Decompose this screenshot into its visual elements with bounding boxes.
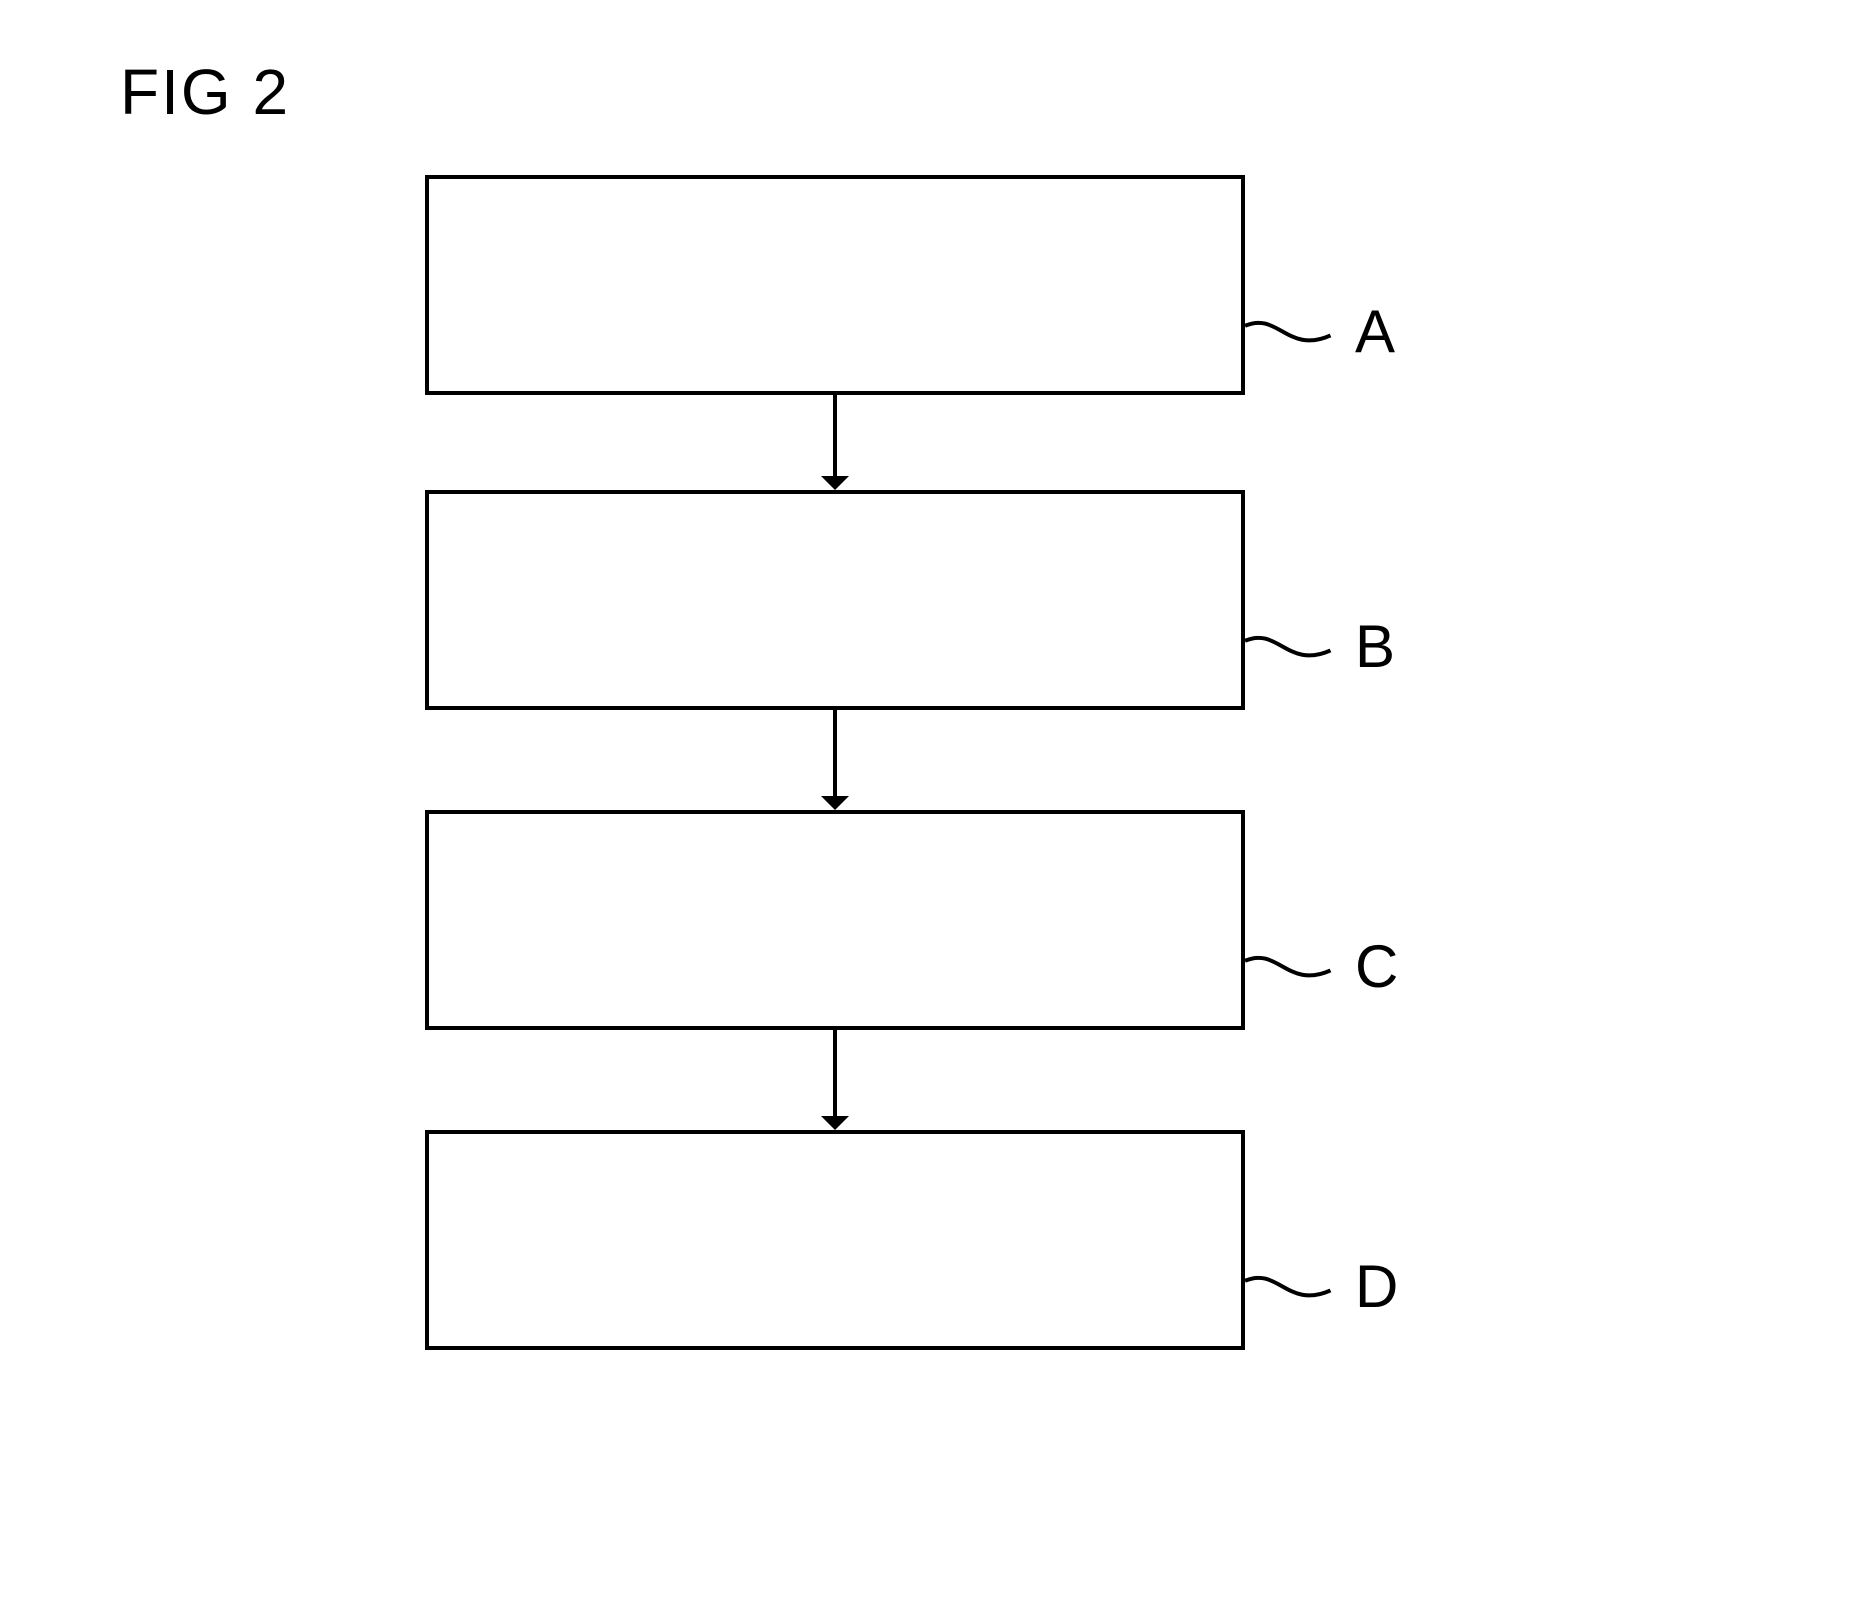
arrow-c-d — [833, 1030, 837, 1116]
arrow-head-a-b — [821, 476, 849, 490]
connector-c — [1245, 944, 1340, 992]
flowchart-box-a — [425, 175, 1245, 395]
connector-b — [1245, 624, 1340, 672]
arrow-head-b-c — [821, 796, 849, 810]
figure-title: FIG 2 — [120, 55, 290, 129]
arrow-head-c-d — [821, 1116, 849, 1130]
flowchart-label-a: A — [1355, 297, 1395, 366]
flowchart-label-d: D — [1355, 1252, 1398, 1321]
flowchart-box-d — [425, 1130, 1245, 1350]
arrow-a-b — [833, 395, 837, 476]
arrow-b-c — [833, 710, 837, 796]
flowchart-box-b — [425, 490, 1245, 710]
connector-a — [1245, 309, 1340, 357]
flowchart-label-c: C — [1355, 932, 1398, 1001]
flowchart-label-b: B — [1355, 612, 1395, 681]
flowchart-box-c — [425, 810, 1245, 1030]
connector-d — [1245, 1264, 1340, 1312]
